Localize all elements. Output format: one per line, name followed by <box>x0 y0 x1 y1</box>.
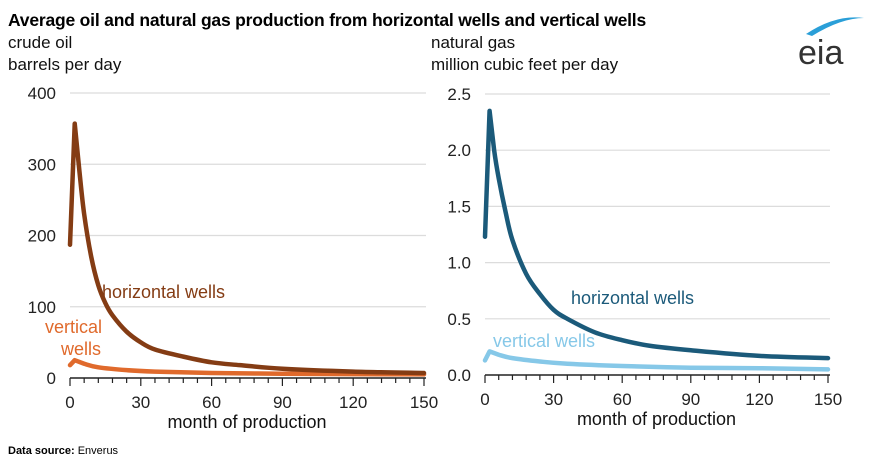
oil-unit-label: barrels per day <box>8 55 122 74</box>
oil-y-tick-label: 100 <box>28 298 56 317</box>
data-source: Data source: Enverus <box>8 445 118 457</box>
chart-title: Average oil and natural gas production f… <box>8 10 646 30</box>
oil-series-label: horizontal wells <box>102 282 225 302</box>
oil-x-axis-title: month of production <box>167 412 326 432</box>
gas-x-tick-label: 30 <box>544 390 563 409</box>
gas-subtitle: natural gas <box>431 33 516 52</box>
gas-subtitle-block: natural gas million cubic feet per day <box>431 32 618 76</box>
svg-text:eia: eia <box>798 34 843 68</box>
oil-y-tick-label: 200 <box>28 227 56 246</box>
oil-series-horizontal-line <box>67 121 427 376</box>
oil-subtitle-block: crude oil barrels per day <box>8 32 121 76</box>
oil-x-tick-label: 120 <box>339 393 367 412</box>
source-value: Enverus <box>77 445 119 457</box>
gas-x-tick-label: 120 <box>745 390 773 409</box>
oil-y-tick-label: 400 <box>28 84 56 103</box>
gas-series-label: vertical wells <box>493 331 595 351</box>
oil-x-tick-label: 90 <box>273 393 292 412</box>
oil-subtitle: crude oil <box>8 33 73 52</box>
gas-x-axis-title: month of production <box>577 409 736 429</box>
eia-logo: eia <box>798 17 864 68</box>
gas-y-tick-label: 1.5 <box>447 197 471 216</box>
oil-x-tick-label: 150 <box>410 393 438 412</box>
oil-y-tick-label: 0 <box>47 369 56 388</box>
gas-x-tick-label: 0 <box>480 390 489 409</box>
source-label: Data source: <box>8 445 75 457</box>
oil-x-tick-label: 60 <box>202 393 221 412</box>
oil-series-label: wells <box>60 339 101 359</box>
gas-x-tick-label: 60 <box>613 390 632 409</box>
gas-series-horizontal-line <box>482 108 831 361</box>
gas-y-tick-label: 0.5 <box>447 310 471 329</box>
gas-series-vertical-line <box>482 349 831 372</box>
gas-x-tick-label: 150 <box>814 390 842 409</box>
oil-x-tick-label: 30 <box>131 393 150 412</box>
gas-y-tick-label: 2.0 <box>447 141 471 160</box>
oil-y-tick-label: 300 <box>28 155 56 174</box>
oil-series-vertical-line <box>67 357 427 377</box>
gas-y-tick-label: 1.0 <box>447 254 471 273</box>
gas-y-tick-label: 0.0 <box>447 366 471 385</box>
oil-series-label: vertical <box>45 317 102 337</box>
gas-x-tick-label: 90 <box>681 390 700 409</box>
oil-x-tick-label: 0 <box>65 393 74 412</box>
gas-series-label: horizontal wells <box>571 288 694 308</box>
gas-y-tick-label: 2.5 <box>447 85 471 104</box>
gas-unit-label: million cubic feet per day <box>431 55 619 74</box>
